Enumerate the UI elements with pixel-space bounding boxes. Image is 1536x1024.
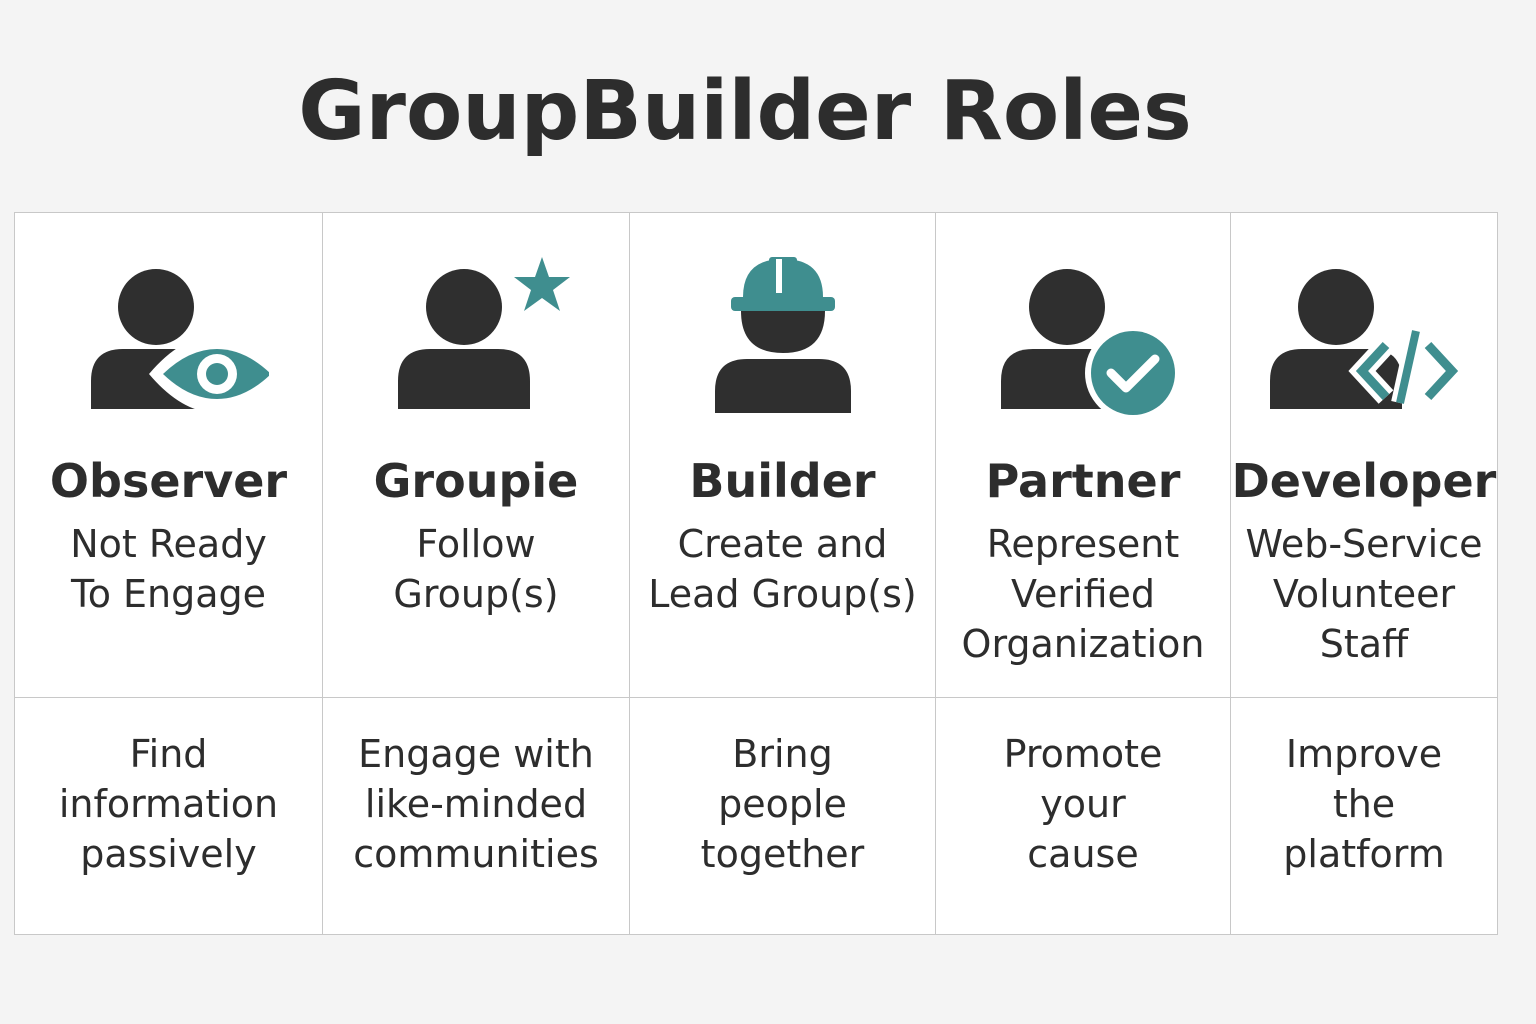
person-eye-icon [15, 253, 322, 423]
role-description-line: Engage with [358, 732, 594, 776]
role-description-line: like-minded [364, 782, 588, 826]
role-subtitle: Represent Verified Organization [930, 519, 1236, 669]
role-name: Observer [49, 454, 288, 508]
role-column-groupie: Groupie Follow Group(s) Engage with like… [322, 213, 629, 934]
role-subtitle: Web-Service Volunteer Staff [1225, 519, 1503, 669]
role-name: Developer [1231, 454, 1497, 508]
role-description-line: passively [80, 832, 257, 876]
role-subtitle-line: Organization [961, 622, 1205, 666]
role-description: Improve the platform [1231, 729, 1497, 879]
role-column-builder: Builder Create and Lead Group(s) Bring p… [629, 213, 935, 934]
role-subtitle-line: Follow [416, 522, 536, 566]
role-subtitle-line: Represent [986, 522, 1180, 566]
person-check-icon [936, 253, 1230, 423]
role-subtitle-line: Lead Group(s) [648, 572, 917, 616]
role-description: Bring people together [630, 729, 935, 879]
role-description-line: cause [1027, 832, 1139, 876]
role-subtitle-line: Staff [1319, 622, 1409, 666]
role-subtitle: Not Ready To Engage [9, 519, 328, 619]
role-description-line: the [1332, 782, 1396, 826]
role-name: Builder [689, 454, 876, 508]
role-description-line: people [718, 782, 847, 826]
person-code-icon [1231, 253, 1497, 423]
page-title: GroupBuilder Roles [298, 64, 1192, 159]
role-description-line: together [700, 832, 865, 876]
role-description-line: Improve [1285, 732, 1443, 776]
role-description-line: Bring [732, 732, 833, 776]
role-description: Find information passively [15, 729, 322, 879]
role-description: Promote your cause [936, 729, 1230, 879]
role-name: Partner [985, 454, 1181, 508]
role-subtitle: Follow Group(s) [317, 519, 635, 619]
role-description-line: communities [353, 832, 599, 876]
role-subtitle-line: Create and [677, 522, 888, 566]
role-description-line: your [1040, 782, 1126, 826]
role-description-line: platform [1283, 832, 1445, 876]
person-star-icon [323, 253, 629, 423]
role-column-observer: Observer Not Ready To Engage Find inform… [15, 213, 322, 934]
role-description-line: Find [129, 732, 208, 776]
role-subtitle-line: To Engage [70, 572, 267, 616]
row-divider [15, 697, 1497, 698]
role-column-developer: Developer Web-Service Volunteer Staff Im… [1230, 213, 1497, 934]
role-subtitle-line: Web-Service [1245, 522, 1483, 566]
role-description-line: information [58, 782, 279, 826]
role-description-line: Promote [1003, 732, 1163, 776]
role-name: Groupie [373, 454, 579, 508]
roles-table: Observer Not Ready To Engage Find inform… [14, 212, 1498, 935]
person-hardhat-icon [630, 253, 935, 423]
role-subtitle-line: Group(s) [393, 572, 559, 616]
role-column-partner: Partner Represent Verified Organization … [935, 213, 1230, 934]
role-subtitle-line: Verified [1010, 572, 1156, 616]
role-subtitle: Create and Lead Group(s) [624, 519, 941, 619]
role-subtitle-line: Volunteer [1272, 572, 1456, 616]
role-subtitle-line: Not Ready [70, 522, 267, 566]
role-description: Engage with like-minded communities [323, 729, 629, 879]
